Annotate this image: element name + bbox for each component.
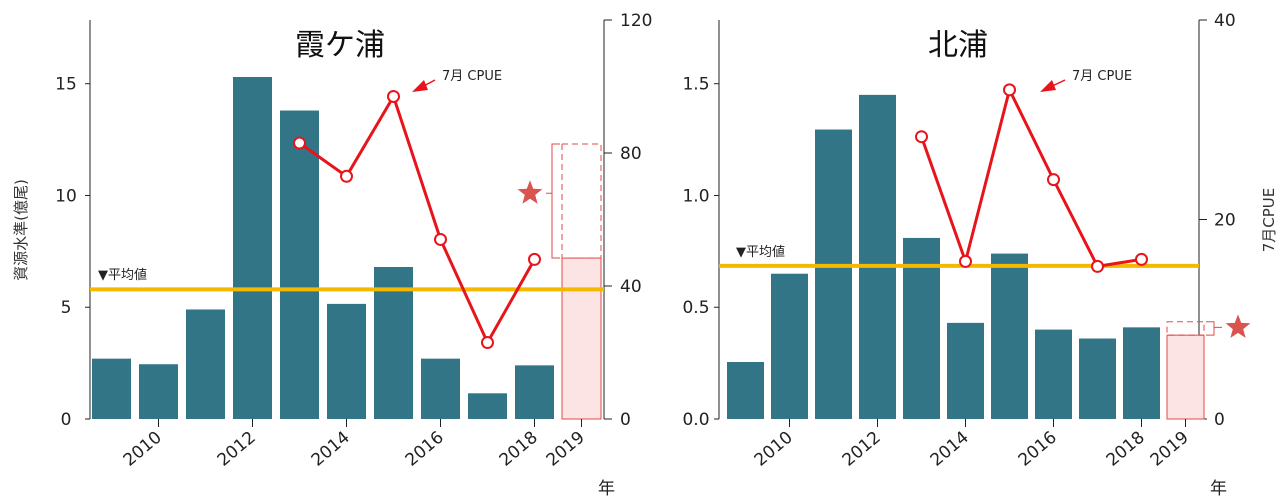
bar-2010 <box>139 364 178 419</box>
bar-2013 <box>903 237 940 419</box>
y-right-tick-label: 20 <box>1214 211 1236 231</box>
chart-kasumigaura: 霞ケ浦 資源水準(億尾) 年 0 5 10 15 0 40 80 120 ▼平均値 2010 201… <box>12 11 652 499</box>
x-axis-label: 年 <box>1210 479 1227 499</box>
bar-2012 <box>233 77 272 419</box>
projection-star <box>517 180 543 204</box>
cpue-point-2018 <box>528 252 541 266</box>
cpue-point-2018 <box>1135 252 1148 266</box>
y-left-tick-label: 1.5 <box>682 75 709 95</box>
cpue-label: 7月 CPUE <box>1072 69 1132 84</box>
cpue-point-2016 <box>1047 173 1060 187</box>
cpue-arrow-head <box>412 80 428 92</box>
bar-2010 <box>771 273 808 419</box>
x-axis-label: 年 <box>598 479 615 499</box>
x-tick-label: 2012 <box>214 428 260 471</box>
x-tick-label: 2014 <box>308 428 354 471</box>
y-left-tick-label: 5 <box>61 298 72 318</box>
y-left-tick-label: 0.0 <box>682 410 709 430</box>
chart-kitaura: 北浦 7月CPUE 年 0.0 0.5 1.0 1.5 0 20 40 ▼平均値 2010 201… <box>682 11 1278 499</box>
y-right-tick-label: 80 <box>620 144 642 164</box>
bar-2011 <box>186 309 225 419</box>
bar-2009 <box>92 358 131 419</box>
projection-bar-solid <box>1166 334 1205 420</box>
bar-2018 <box>515 365 554 419</box>
bar-2009 <box>727 362 764 419</box>
projection-bar-solid <box>561 257 602 420</box>
cpue-point-2014 <box>959 254 972 268</box>
y-left-tick-label: 15 <box>55 75 77 95</box>
projection-star <box>1225 314 1251 338</box>
y-left-tick-label: 0 <box>61 410 72 430</box>
y-left-tick-label: 1.0 <box>682 186 709 206</box>
x-tick-label: 2019 <box>543 428 589 471</box>
cpue-line <box>298 92 536 346</box>
bar-2017 <box>468 393 507 419</box>
cpue-point-2016 <box>434 232 447 246</box>
cpue-point-2013 <box>293 136 306 150</box>
average-label: ▼平均値 <box>98 267 147 283</box>
bar-2014 <box>327 303 366 419</box>
bar-2016 <box>421 358 460 419</box>
y-right-tick-label: 120 <box>620 11 652 31</box>
x-tick-label: 2016 <box>402 428 448 471</box>
x-tick-label: 2019 <box>1147 428 1193 471</box>
y-right-tick-label: 0 <box>620 410 631 430</box>
bar-2015 <box>991 253 1028 419</box>
bar-2012 <box>859 94 896 419</box>
bar-2017 <box>1079 338 1116 419</box>
x-tick-label: 2010 <box>751 428 797 471</box>
cpue-line <box>920 85 1142 269</box>
y-right-tick-label: 40 <box>1214 11 1236 31</box>
projection-bracket <box>1206 321 1222 336</box>
projection-bar-dashed <box>1166 321 1205 336</box>
bar-2014 <box>947 322 984 419</box>
bar-2016 <box>1035 329 1072 419</box>
x-tick-label: 2014 <box>927 428 973 471</box>
y-left-tick-label: 0.5 <box>682 298 709 318</box>
cpue-point-2017 <box>1091 259 1104 273</box>
y-left-tick-label: 10 <box>55 186 77 206</box>
cpue-label: 7月 CPUE <box>442 69 502 84</box>
chart-title: 北浦 <box>928 28 988 63</box>
bar-2013 <box>280 110 319 419</box>
y-right-tick-label: 0 <box>1214 410 1225 430</box>
cpue-point-2017 <box>481 336 494 350</box>
cpue-arrow-head <box>1040 80 1056 92</box>
cpue-point-2014 <box>340 169 353 183</box>
bar-2015 <box>374 267 413 419</box>
chart-title: 霞ケ浦 <box>295 28 385 63</box>
y-axis-left-label: 資源水準(億尾) <box>12 179 30 281</box>
x-tick-label: 2018 <box>1103 428 1149 471</box>
average-label: ▼平均値 <box>736 244 785 260</box>
y-right-tick-label: 40 <box>620 277 642 297</box>
y-axis-right-label: 7月CPUE <box>1260 188 1278 253</box>
cpue-point-2013 <box>915 130 928 144</box>
x-tick-label: 2012 <box>839 428 885 471</box>
projection-bracket <box>546 143 560 259</box>
x-tick-label: 2010 <box>120 428 166 471</box>
bar-2011 <box>815 129 852 419</box>
bar-2018 <box>1123 327 1160 419</box>
cpue-point-2015 <box>1003 83 1016 97</box>
projection-bar-dashed <box>561 143 602 259</box>
cpue-point-2015 <box>387 89 400 103</box>
x-tick-label: 2018 <box>496 428 542 471</box>
x-tick-label: 2016 <box>1015 428 1061 471</box>
